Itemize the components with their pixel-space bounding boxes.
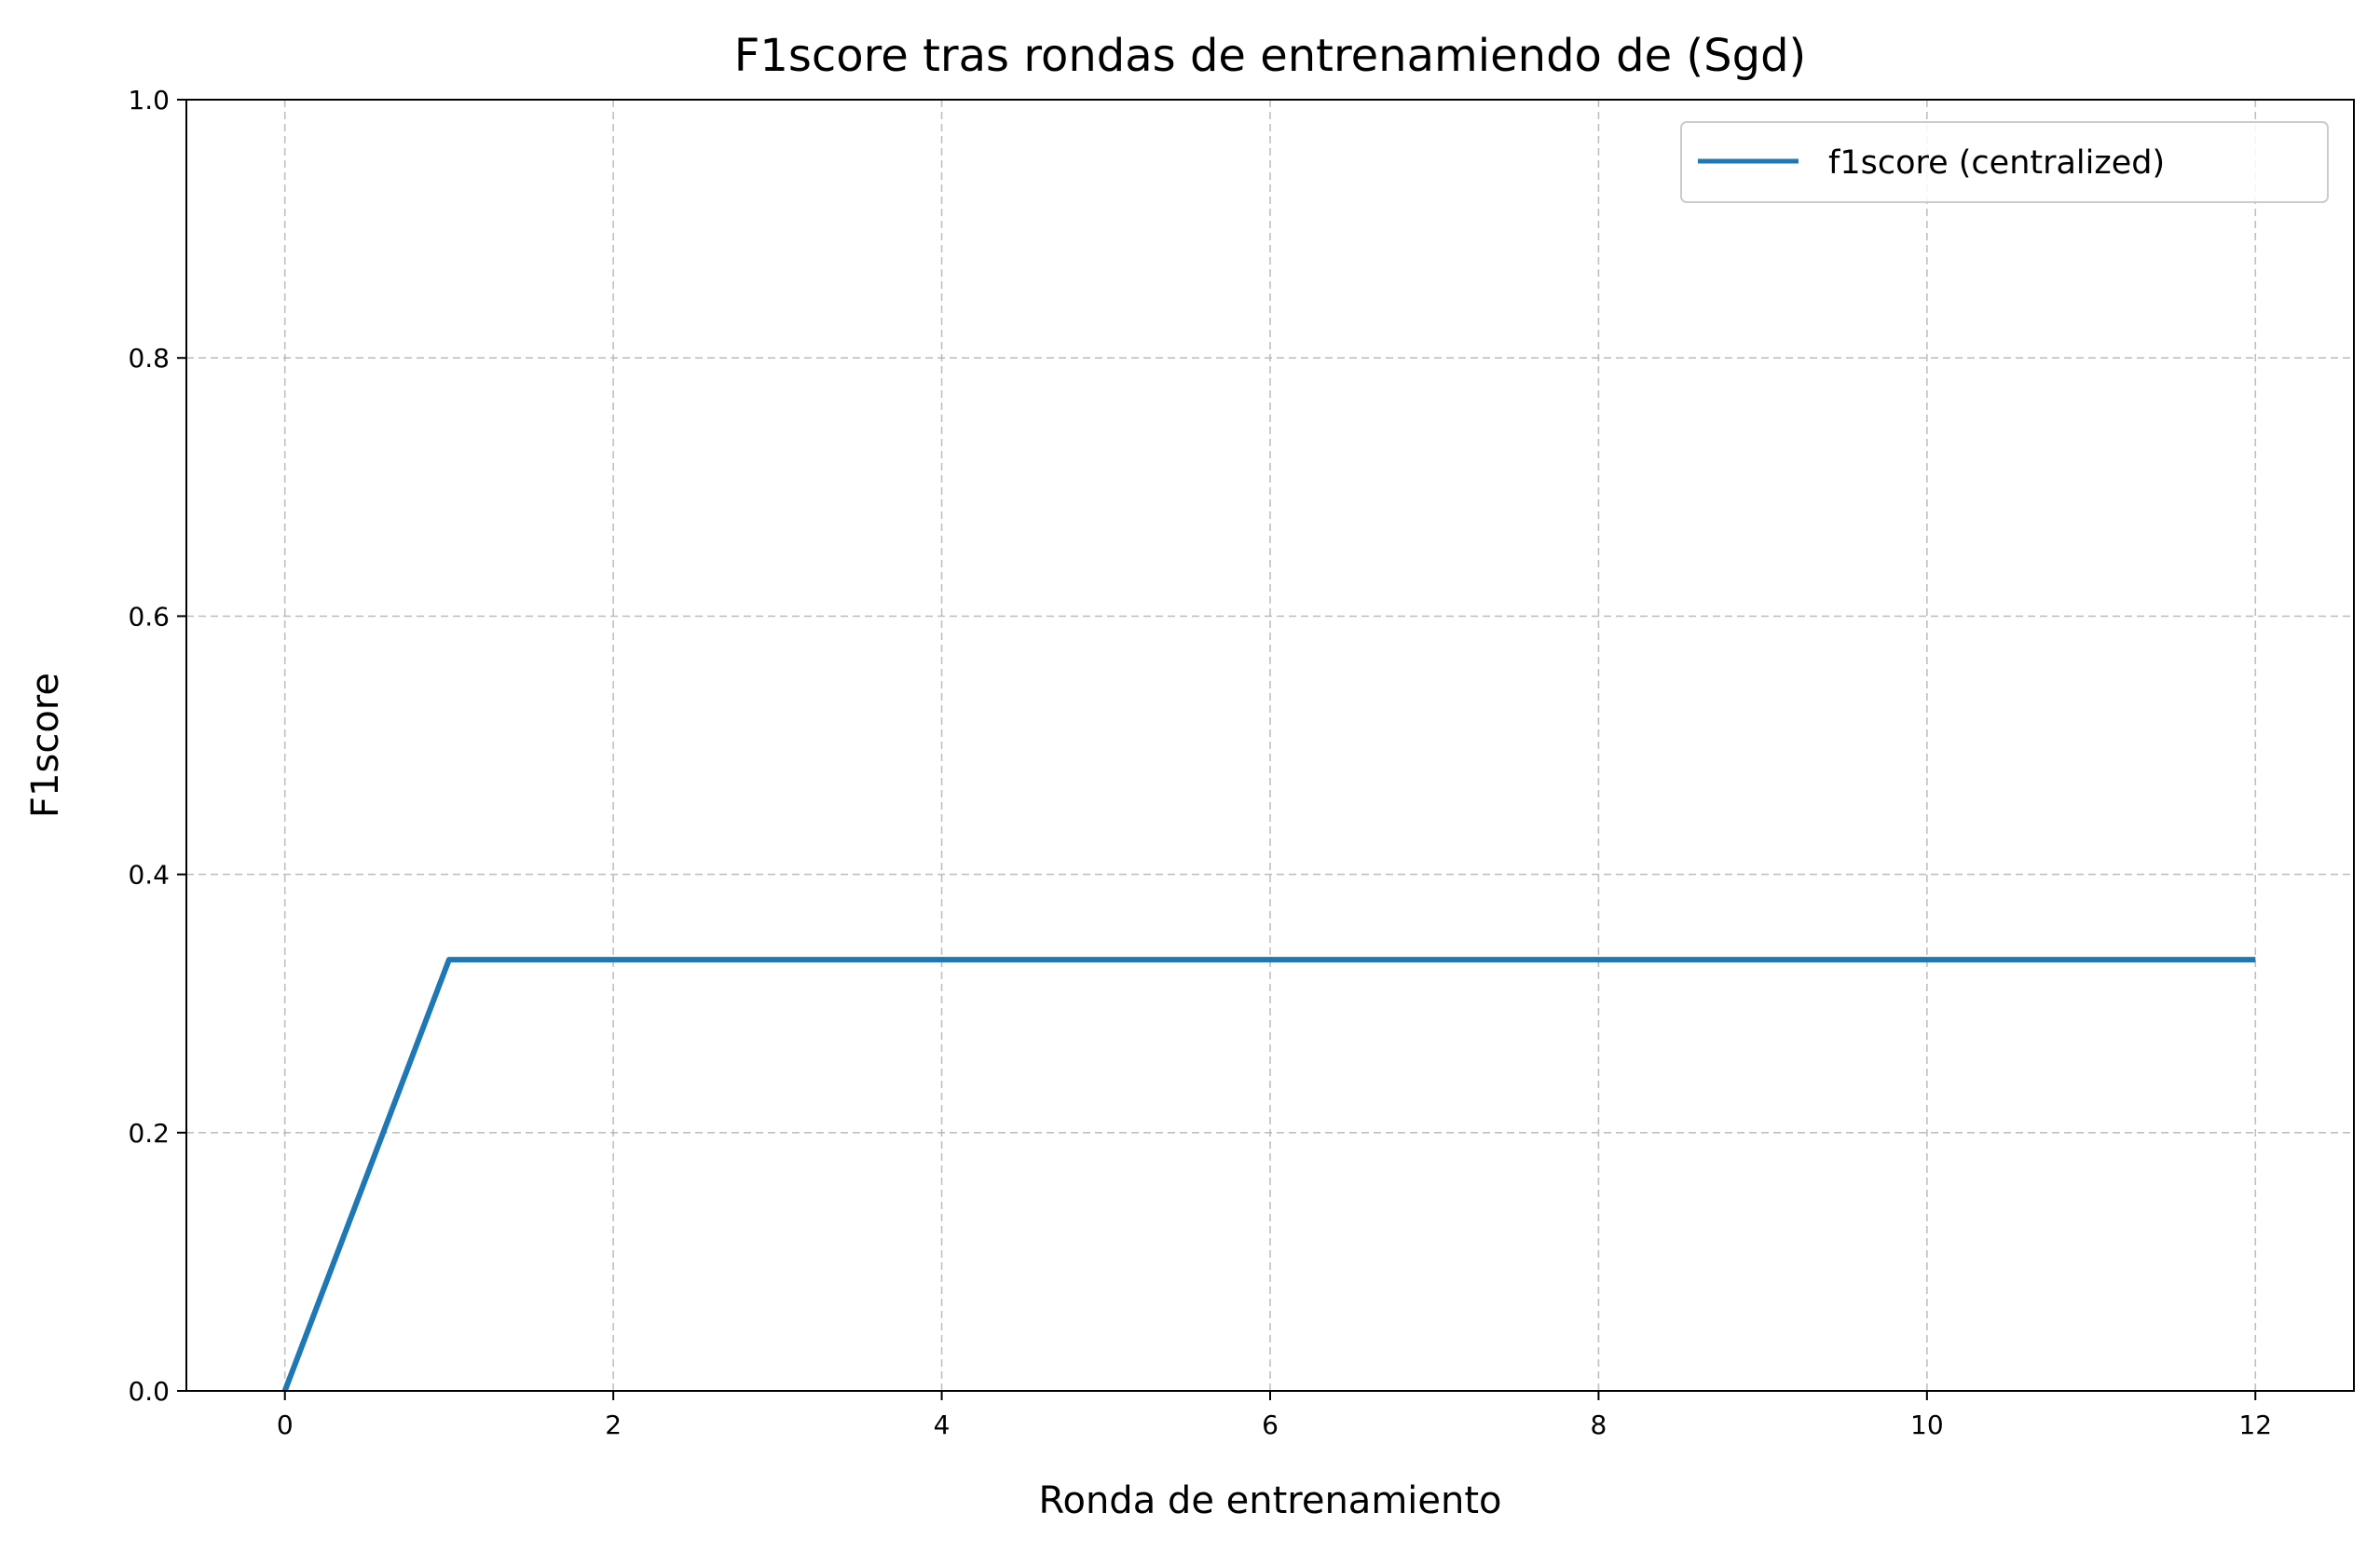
x-tick-label: 2 <box>605 1410 622 1440</box>
y-tick-label: 0.4 <box>128 860 170 891</box>
data-point <box>1103 957 1109 962</box>
data-point <box>939 957 945 962</box>
x-tick-label: 10 <box>1910 1410 1944 1440</box>
data-point <box>1595 957 1601 962</box>
legend: f1score (centralized) <box>1680 121 2329 203</box>
legend-label: f1score (centralized) <box>1828 144 2165 182</box>
data-point <box>774 957 780 962</box>
y-tick-label: 1.0 <box>128 85 170 116</box>
x-tick-label: 4 <box>934 1410 951 1440</box>
x-axis-label: Ronda de entrenamiento <box>1038 1479 1501 1522</box>
data-point <box>610 957 616 962</box>
legend-box <box>1680 121 2329 203</box>
chart-title: F1score tras rondas de entrenamiendo de … <box>734 30 1807 82</box>
x-tick-label: 12 <box>2238 1410 2272 1440</box>
x-tick-label: 6 <box>1262 1410 1279 1440</box>
data-point <box>2088 957 2094 962</box>
series-layer <box>281 957 2258 1393</box>
data-point <box>1267 957 1273 962</box>
y-tick-label: 0.2 <box>128 1118 170 1149</box>
data-point <box>1924 957 1930 962</box>
y-tick-label: 0.0 <box>128 1376 170 1407</box>
data-point <box>1760 957 1766 962</box>
y-tick-label: 0.8 <box>128 343 170 374</box>
ticks: 0 2 4 6 8 10 12 0.0 0.2 0.4 0.6 0.8 1.0 <box>128 85 2272 1440</box>
y-axis-label: F1score <box>24 673 67 818</box>
series-line <box>281 957 2256 1393</box>
x-tick-label: 8 <box>1591 1410 1607 1440</box>
y-tick-label: 0.6 <box>128 601 170 632</box>
data-point <box>1431 957 1437 962</box>
data-point <box>2252 957 2258 962</box>
x-tick-label: 0 <box>277 1410 294 1440</box>
data-point <box>446 957 452 962</box>
